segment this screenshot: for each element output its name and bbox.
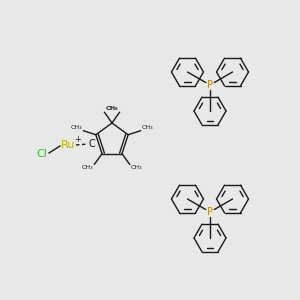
Text: CH₃: CH₃ bbox=[107, 106, 118, 111]
Text: C: C bbox=[88, 139, 95, 149]
Text: CH₃: CH₃ bbox=[71, 125, 82, 130]
Text: CH₃: CH₃ bbox=[142, 125, 153, 130]
Text: CH₃: CH₃ bbox=[82, 165, 93, 170]
Text: P: P bbox=[207, 207, 213, 217]
Text: CH₃: CH₃ bbox=[106, 106, 117, 111]
Text: P: P bbox=[207, 80, 213, 90]
Text: CH₃: CH₃ bbox=[130, 165, 142, 170]
Text: +: + bbox=[75, 134, 81, 143]
Text: Ru: Ru bbox=[61, 140, 75, 150]
Text: Cl: Cl bbox=[37, 149, 47, 159]
